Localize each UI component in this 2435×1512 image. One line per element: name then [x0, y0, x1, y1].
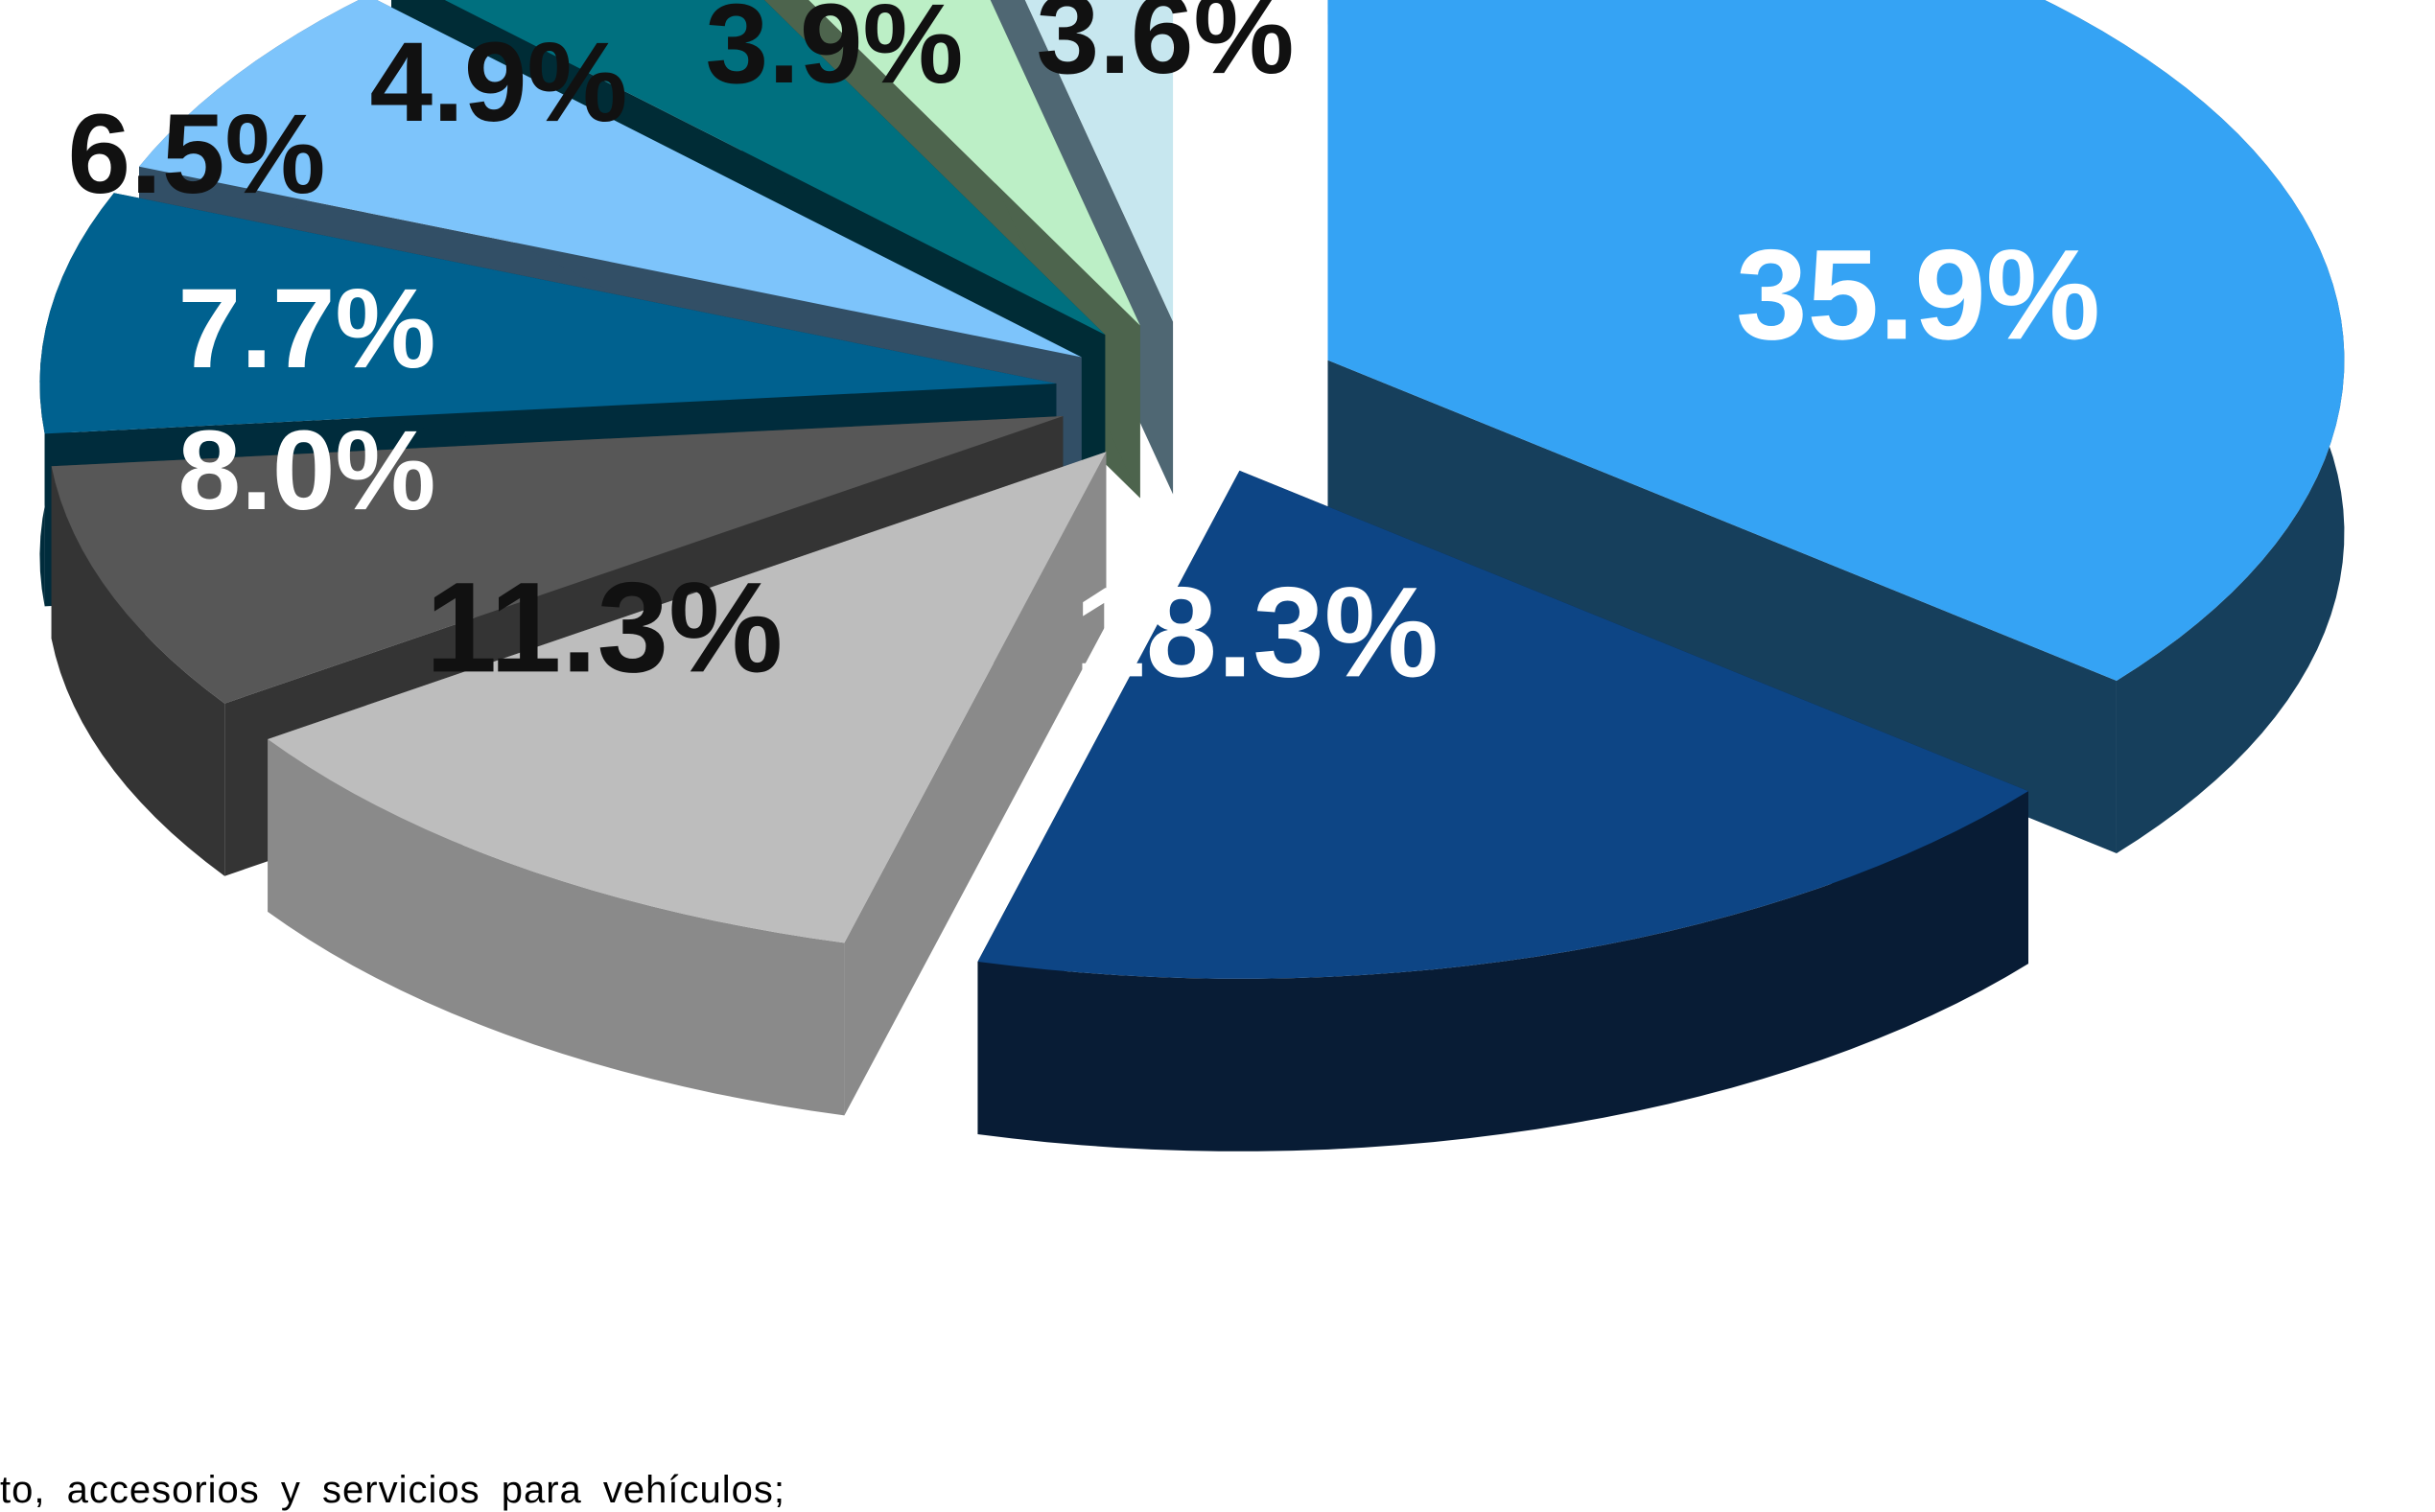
- pie-tops: [39, 0, 2345, 979]
- slice-label-4: 8.0%: [178, 407, 436, 534]
- pie-slice-8: [808, 0, 1140, 326]
- slice-3-rim: [268, 738, 845, 1116]
- slice-label-2: 18.3%: [1074, 561, 1439, 704]
- pie-slice-7: [444, 0, 1106, 336]
- pie-labels: 35.9% 18.3% 11.3% 8.0% 7.7% 6.5% 4.9% 3.9% 3.6%: [68, 0, 2100, 704]
- slice-label-5: 7.7%: [178, 266, 436, 392]
- pie-slice-1: [1327, 0, 2345, 681]
- pie-slice-5: [39, 193, 1057, 434]
- pie-slice-3: [268, 452, 1107, 943]
- slice-label-3: 11.3%: [426, 556, 784, 699]
- slice-4-rim: [51, 466, 225, 876]
- pie-slice-2: [977, 470, 2028, 979]
- pie-slice-4: [51, 415, 1064, 704]
- slice-label-6: 6.5%: [68, 91, 326, 218]
- slice-label-8: 3.9%: [706, 0, 964, 107]
- slice-label-1: 35.9%: [1736, 223, 2100, 366]
- pie-slice-6: [139, 0, 1082, 358]
- slice-label-7: 4.9%: [370, 19, 628, 146]
- slice-2-rim: [977, 791, 2028, 1151]
- pie-slice-9: [1024, 0, 1174, 322]
- slice-1-wall-2: [1327, 360, 2117, 853]
- footnote: to, accesorios y servicios para vehículo…: [0, 1469, 785, 1511]
- slice-label-9: 3.6%: [1037, 0, 1295, 98]
